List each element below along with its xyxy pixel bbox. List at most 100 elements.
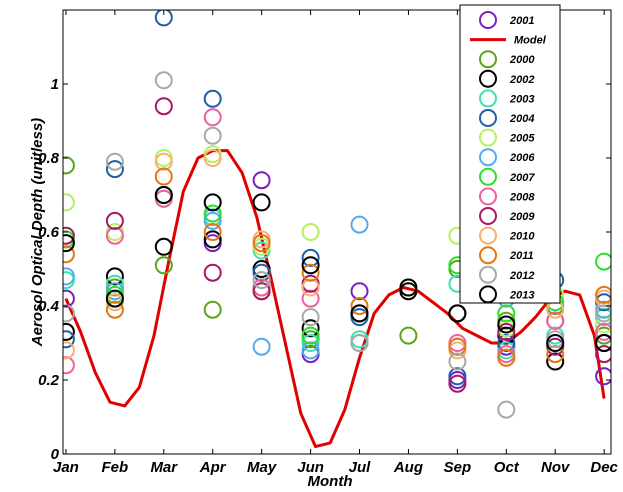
legend-swatch-2010: [479, 226, 497, 245]
marker-2000-Aug: [399, 326, 418, 345]
legend-label-2010: 2010: [509, 231, 535, 243]
legend: 2001 Model 2000 2002 2003 2004 2005 2006 2007 200…: [459, 4, 561, 304]
legend-label-2011: 2011: [509, 250, 534, 262]
marker-2011-Feb: [105, 300, 124, 319]
marker-2006-May: [252, 337, 271, 356]
marker-2001-Jul: [350, 282, 369, 301]
marker-2011-Jan: [63, 245, 75, 264]
legend-label-2004: 2004: [509, 113, 534, 125]
legend-label-2007: 2007: [509, 172, 535, 184]
marker-2012-Feb: [105, 152, 124, 171]
marker-2013-Jan: [63, 234, 75, 253]
legend-swatch-2013: [479, 285, 497, 304]
y-axis-title: Aerosol Optical Depth (unitless): [29, 118, 46, 347]
marker-2011-Jun: [301, 263, 320, 282]
x-tick-label-dec: Dec: [590, 459, 618, 476]
marker-2005-Jun: [301, 223, 320, 241]
marker-2009-Sep: [448, 374, 467, 393]
marker-2009-Dec: [595, 345, 611, 364]
marker-2012-Oct: [497, 400, 516, 419]
legend-box: [459, 4, 561, 304]
marker-2003-Feb: [105, 274, 124, 293]
marker-2010-Apr: [203, 149, 222, 167]
marker-2009-Apr: [203, 263, 222, 282]
legend-swatch-2006: [479, 148, 497, 167]
marker-2010-Jan: [63, 341, 75, 360]
marker-2013-May: [252, 193, 271, 212]
legend-swatch-2005: [479, 128, 497, 147]
marker-2002-Nov: [546, 352, 565, 371]
legend-label-2005: 2005: [509, 133, 535, 145]
marker-2009-Feb: [105, 211, 124, 230]
y-tick-label: 0.4: [38, 298, 60, 315]
marker-2011-Apr: [203, 223, 222, 241]
marker-2004-Sep: [448, 367, 467, 386]
legend-swatch-2011: [479, 246, 497, 265]
marker-2008-Dec: [595, 322, 611, 341]
marker-2010-Jun: [301, 278, 320, 297]
marker-2001-May: [252, 171, 271, 190]
marker-2004-Oct: [497, 334, 516, 352]
marker-2012-Jun: [301, 308, 320, 327]
legend-label-2001: 2001: [509, 15, 534, 27]
x-tick-label-jan: Jan: [53, 459, 79, 476]
y-tick-label: 1: [51, 76, 59, 93]
marker-2009-May: [252, 282, 271, 301]
marker-2008-Apr: [203, 108, 222, 127]
marker-2013-Mar: [154, 186, 173, 204]
marker-2010-Mar: [154, 152, 173, 171]
marker-2007-Dec: [595, 252, 611, 271]
marker-2006-Jun: [301, 341, 320, 360]
marker-2008-Jun: [301, 289, 320, 308]
y-tick-label: 0: [51, 446, 60, 463]
marker-2011-Mar: [154, 167, 173, 186]
marker-2004-Jan: [63, 330, 75, 349]
marker-2002-Apr: [203, 230, 222, 249]
marker-2002-Feb: [105, 267, 124, 286]
marker-2011-Oct: [497, 348, 516, 367]
x-tick-label-oct: Oct: [494, 459, 520, 476]
legend-swatch-2000: [479, 50, 497, 69]
legend-swatch-2012: [479, 265, 497, 284]
legend-label-2008: 2008: [509, 191, 535, 203]
x-tick-label-feb: Feb: [102, 459, 129, 476]
series-layer: [63, 10, 611, 449]
x-tick-label-mar: Mar: [150, 459, 178, 476]
marker-2006-Jan: [63, 267, 75, 286]
axis-layer: 0 0.2 0.4 0.6 0.8 1 Jan Feb Mar Apr May Jun Jul Aug Se…: [38, 10, 619, 476]
marker-2004-Feb: [105, 160, 124, 179]
legend-swatch-2004: [479, 109, 497, 127]
legend-swatch-2002: [479, 69, 497, 88]
marker-2000-Apr: [203, 300, 222, 319]
x-axis-title: Month: [308, 473, 353, 490]
marker-2012-Dec: [595, 304, 611, 323]
legend-swatch-2009: [479, 207, 497, 225]
legend-label-2013: 2013: [509, 289, 534, 301]
marker-2012-Sep: [448, 352, 467, 371]
legend-swatch-2007: [479, 167, 497, 186]
marker-2013-Oct: [497, 315, 516, 334]
marker-2013-Nov: [546, 334, 565, 352]
marker-2008-Nov: [546, 311, 565, 330]
marker-2011-Nov: [546, 345, 565, 364]
marker-2011-Dec: [595, 285, 611, 304]
marker-2011-Jul: [350, 297, 369, 315]
marker-2002-Jan: [63, 322, 75, 341]
marker-2009-Jan: [63, 226, 75, 245]
marker-2013-Apr: [203, 193, 222, 212]
marker-2013-Feb: [105, 289, 124, 308]
marker-2007-Apr: [203, 204, 222, 223]
marker-2002-Mar: [154, 237, 173, 256]
marker-2012-Jan: [63, 304, 75, 323]
marker-2009-Mar: [154, 97, 173, 116]
marker-2007-Oct: [497, 304, 516, 323]
x-tick-label-aug: Aug: [393, 459, 423, 476]
marker-2012-Apr: [203, 126, 222, 145]
legend-label-2003: 2003: [509, 93, 534, 105]
legend-label-model: Model: [514, 35, 547, 47]
legend-swatch-2003: [479, 89, 497, 108]
marker-2005-Jan: [63, 193, 75, 212]
series-line-model: [64, 149, 606, 449]
marker-2008-Jan: [63, 356, 75, 375]
